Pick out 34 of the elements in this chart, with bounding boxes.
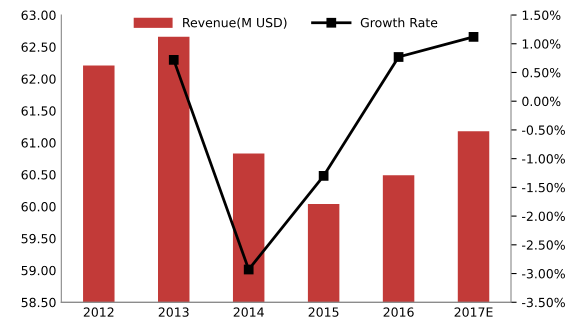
y-tick-label: 61.50 [22, 106, 56, 116]
y-tick-label: 61.00 [22, 138, 56, 148]
x-tick-label: 2016 [384, 307, 414, 317]
y-tick-label: 62.50 [22, 42, 56, 52]
y2-tick-label: -1.50% [522, 182, 565, 192]
y2-tick-label: -3.50% [522, 298, 565, 308]
x-tick-label: 2015 [308, 307, 338, 317]
y-tick-label: 63.00 [22, 10, 56, 20]
point [318, 171, 328, 181]
y-tick-label: 59.50 [22, 234, 56, 244]
x-tick-label: 2012 [84, 307, 114, 317]
y2-tick-label: -1.00% [522, 154, 565, 164]
y2-tick-label: 0.50% [522, 68, 560, 78]
y-tick-label: 60.00 [22, 202, 56, 212]
point [244, 264, 254, 274]
y2-tick-label: -2.00% [522, 212, 565, 222]
y2-tick-label: 1.50% [522, 10, 560, 20]
x-tick-label: 2014 [234, 307, 264, 317]
x-tick-label: 2013 [158, 307, 189, 317]
y2-tick-label: -3.00% [522, 269, 565, 278]
y-tick-label: 59.00 [22, 266, 56, 276]
y-tick-label: 60.50 [22, 170, 56, 180]
legend-label: Growth Rate [360, 18, 438, 28]
point [168, 54, 179, 65]
y-tick-label: 58.50 [22, 298, 56, 308]
point [394, 52, 404, 62]
point [468, 32, 478, 42]
legend-label: Revenue(M USD) [183, 18, 286, 29]
y2-tick-label: -2.50% [522, 240, 565, 250]
y2-tick-label: 0.00% [522, 96, 560, 106]
y2-tick-label: -0.50% [522, 125, 565, 135]
y-tick-label: 62.00 [22, 74, 56, 84]
y2-tick-label: 1.00% [522, 39, 560, 49]
x-tick-label: 2017E [454, 307, 493, 317]
